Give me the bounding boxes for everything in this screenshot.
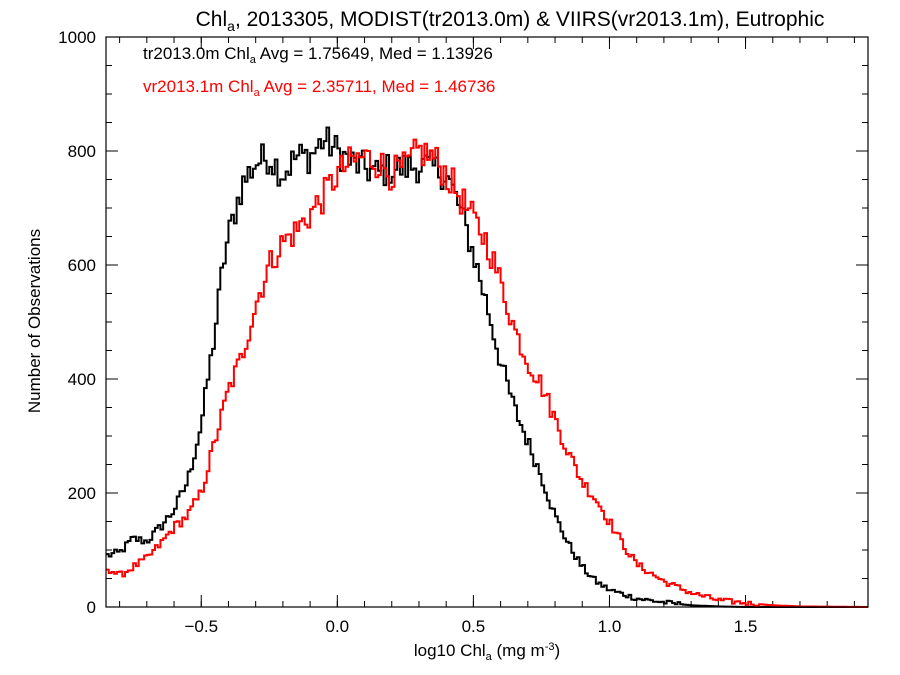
x-axis-label-sup: -3 xyxy=(545,641,555,653)
y-axis-label: Number of Observations xyxy=(25,229,44,413)
x-tick-label: 0.5 xyxy=(462,617,486,636)
y-tick-label: 1000 xyxy=(58,28,96,47)
annotation-vr-stats: vr2013.1m Chla Avg = 2.35711, Med = 1.46… xyxy=(143,77,495,99)
x-axis-label-post: ) xyxy=(554,641,560,660)
annotation-vr-post: Avg = 2.35711, Med = 1.46736 xyxy=(260,77,496,96)
y-tick-label: 400 xyxy=(68,370,96,389)
x-tick-label: −0.5 xyxy=(184,617,218,636)
chart-title: Chla, 2013305, MODIST(tr2013.0m) & VIIRS… xyxy=(196,8,825,34)
annotation-tr-pre: tr2013.0m Chl xyxy=(143,44,250,63)
x-tick-label: 0.0 xyxy=(326,617,350,636)
y-tick-label: 200 xyxy=(68,484,96,503)
x-axis-label-sub: a xyxy=(486,651,493,663)
annotation-tr-post: Avg = 1.75649, Med = 1.13926 xyxy=(256,44,493,63)
annotation-tr-sub: a xyxy=(250,54,257,66)
x-tick-label: 1.0 xyxy=(598,617,622,636)
histogram-series-0 xyxy=(106,126,868,608)
x-axis-label: log10 Chla (mg m-3) xyxy=(414,641,560,663)
x-tick-label: 1.5 xyxy=(734,617,758,636)
plot-frame xyxy=(105,36,869,608)
y-tick-label: 800 xyxy=(68,142,96,161)
annotation-vr-pre: vr2013.1m Chl xyxy=(143,77,254,96)
y-tick-label: 0 xyxy=(87,598,96,617)
annotation-tr-stats: tr2013.0m Chla Avg = 1.75649, Med = 1.13… xyxy=(143,44,493,66)
chart-title-pre: Chl xyxy=(196,8,228,31)
chart-title-sub: a xyxy=(227,18,235,34)
annotation-vr-sub: a xyxy=(254,87,261,99)
x-axis-label-mid: (mg m xyxy=(492,641,545,660)
y-tick-label: 600 xyxy=(68,256,96,275)
chart-title-post: , 2013305, MODIST(tr2013.0m) & VIIRS(vr2… xyxy=(235,8,824,31)
x-axis-label-pre: log10 Chl xyxy=(414,641,486,660)
histogram-series-1 xyxy=(106,138,868,608)
